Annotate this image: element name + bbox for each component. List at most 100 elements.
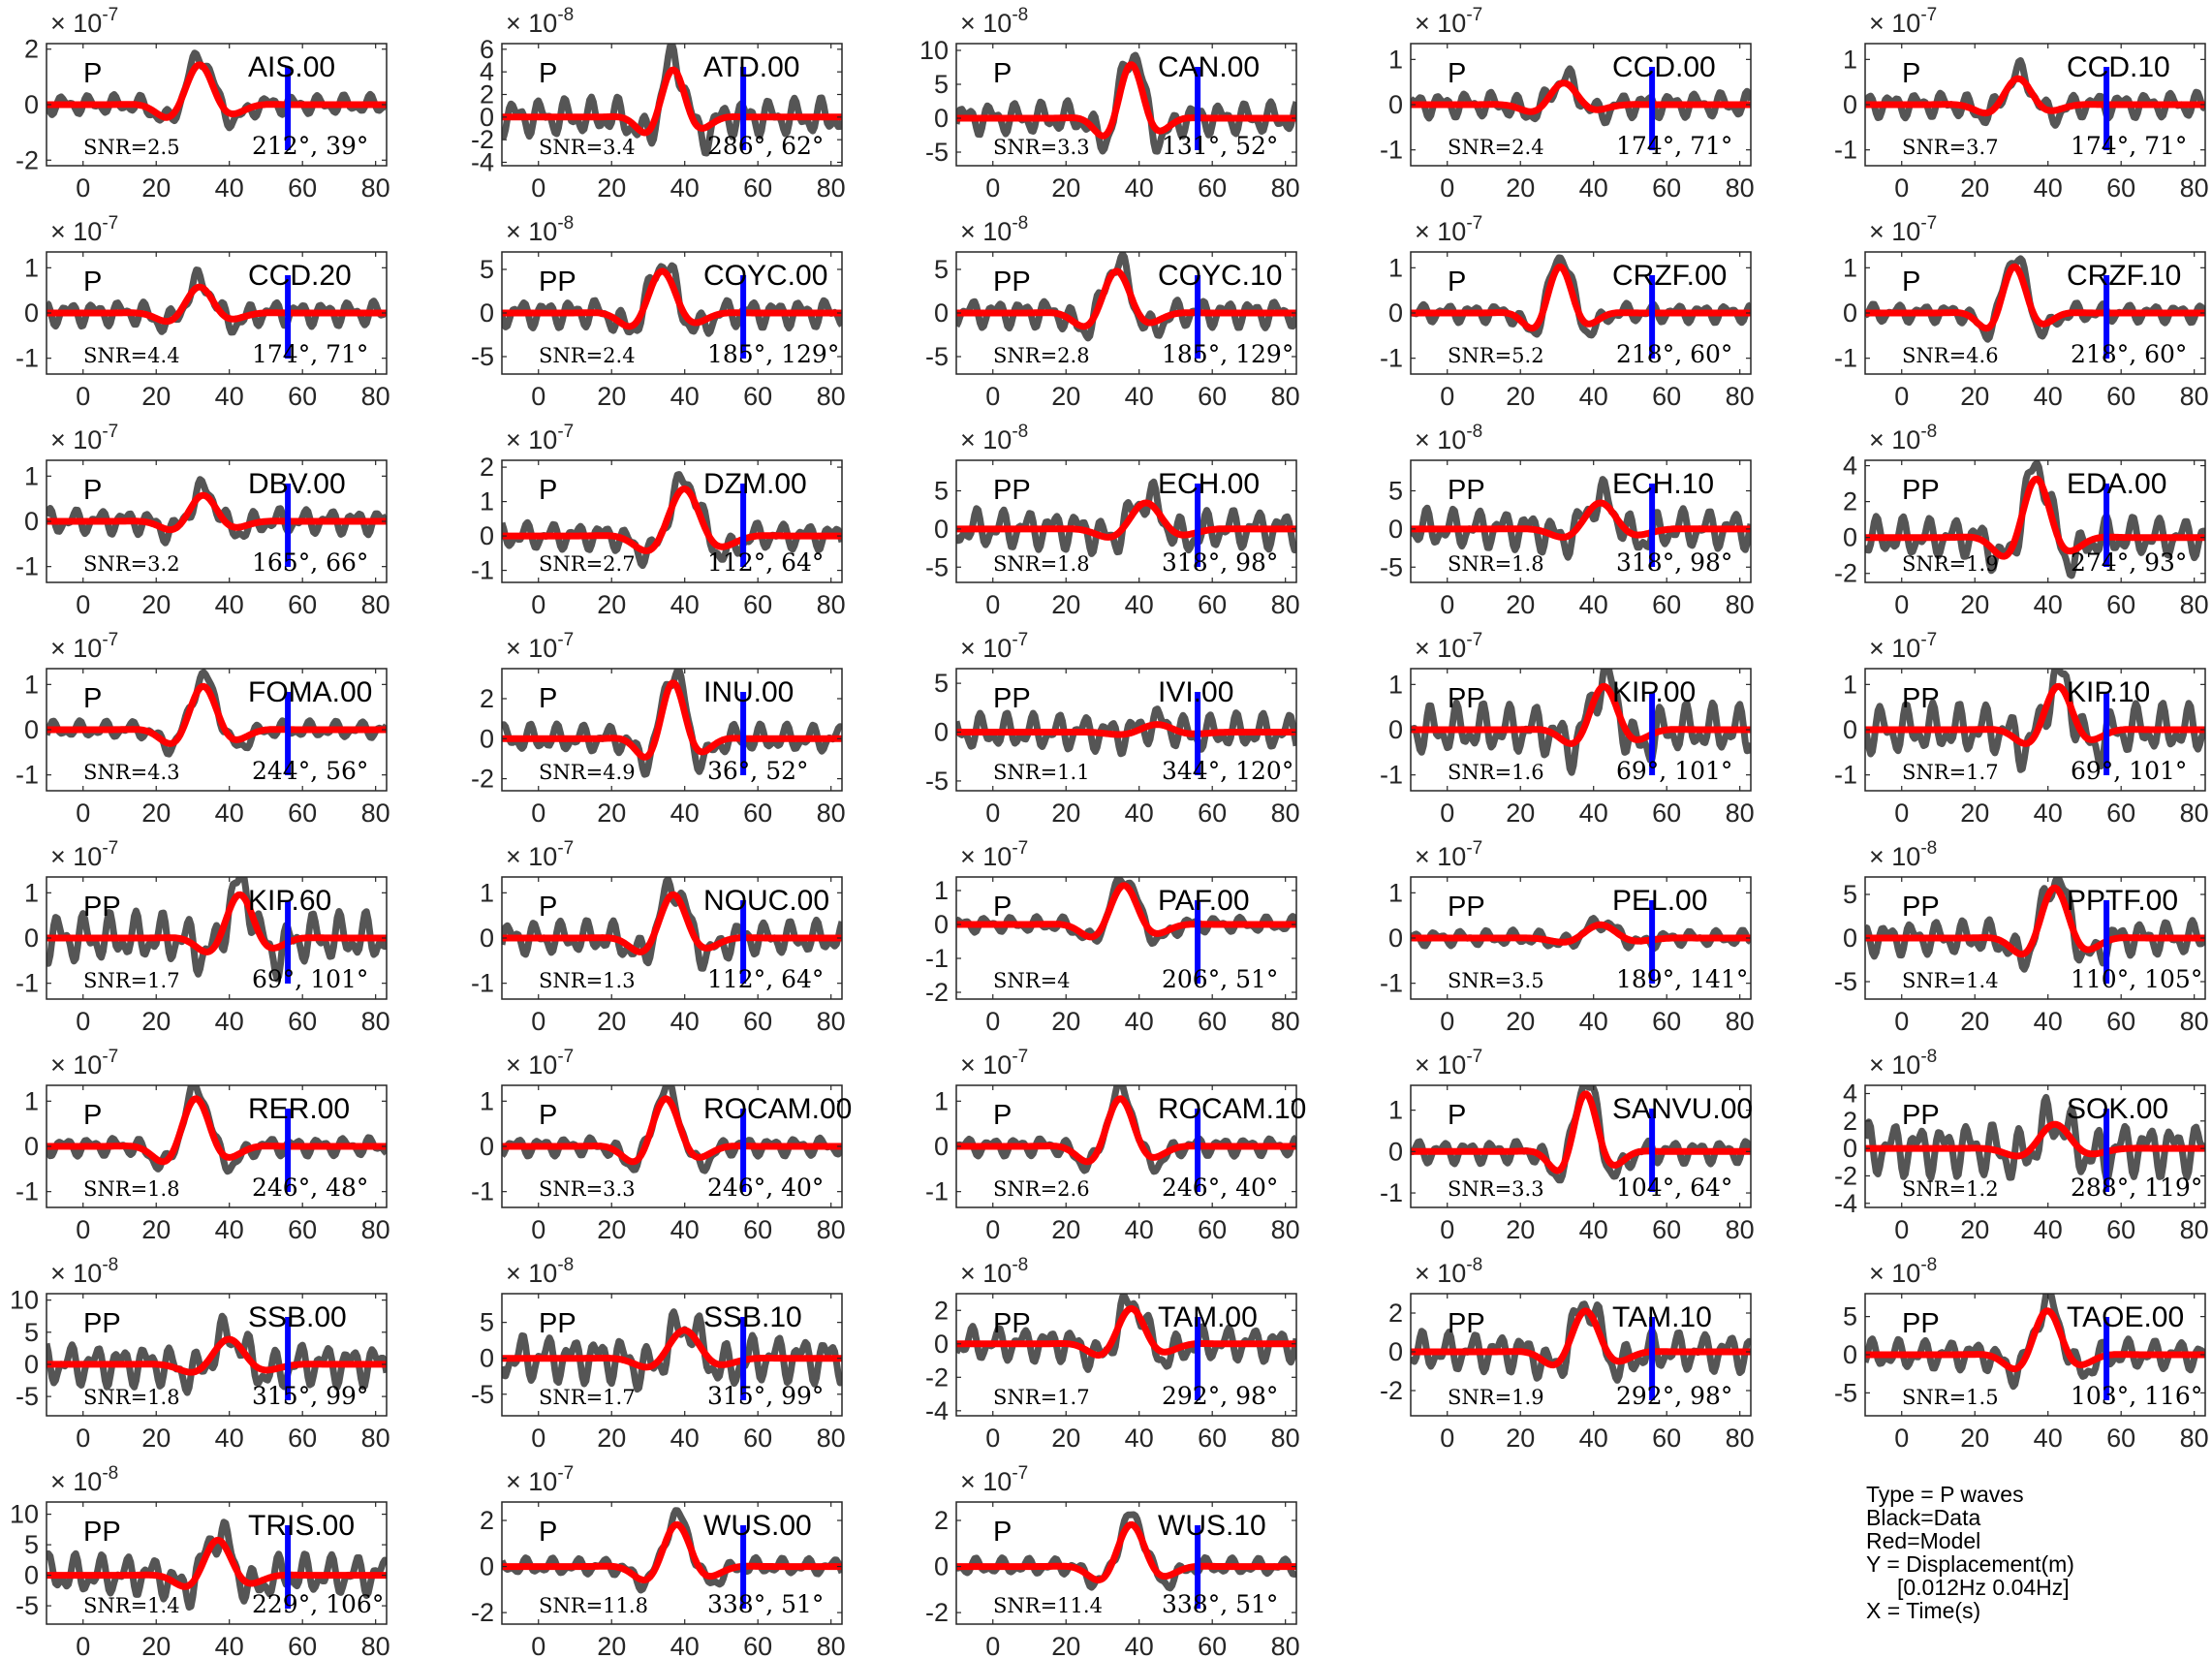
- x-tick-label: 20: [1506, 1007, 1535, 1036]
- axis-exponent: × 10-7: [1415, 838, 1482, 871]
- data-trace: [502, 44, 842, 157]
- model-trace: [1411, 263, 1751, 332]
- y-tick-label: -2: [471, 1598, 494, 1627]
- x-tick-label: 40: [1125, 173, 1154, 203]
- model-trace: [1411, 79, 1751, 115]
- y-tick-label: 4: [1843, 452, 1857, 481]
- x-tick-label: 20: [597, 798, 626, 828]
- snr-label: SNR=1.4: [1902, 969, 1999, 992]
- axis-exponent: × 10-7: [1415, 1047, 1482, 1080]
- azimuth-label: 131°, 52°: [1162, 132, 1278, 160]
- y-tick-label: 0: [934, 718, 949, 747]
- x-tick-label: 60: [288, 590, 317, 619]
- y-tick-label: 1: [1843, 45, 1857, 74]
- axes-box: [1864, 459, 2206, 583]
- x-tick-label: 0: [985, 1007, 1000, 1036]
- x-tick-label: 80: [1271, 1007, 1300, 1036]
- y-tick-label: 0: [1843, 90, 1857, 119]
- phase-label: PP: [993, 266, 1031, 297]
- panel-wus-10: 0 20 40 60 80 -2 0 2 × 10-7 WUS.10 P SNR=11.4 338°, …: [925, 1463, 1300, 1659]
- y-tick-label: 2: [480, 684, 494, 713]
- azimuth-label: 338°, 51°: [707, 1590, 824, 1618]
- station-label: DZM.00: [703, 468, 807, 500]
- axis-exponent: × 10-7: [960, 1463, 1028, 1496]
- model-trace: [47, 1095, 387, 1166]
- x-tick-label: 20: [1051, 590, 1080, 619]
- x-tick-label: 40: [1125, 1215, 1154, 1244]
- phase-label: P: [1902, 266, 1920, 297]
- azimuth-label: 315°, 99°: [252, 1382, 368, 1410]
- model-trace: [502, 1327, 842, 1371]
- y-tick-label: 2: [934, 1296, 949, 1325]
- phase-label: PP: [1448, 1308, 1485, 1339]
- x-tick-label: 80: [2180, 1007, 2209, 1036]
- x-tick-label: 60: [1198, 1007, 1227, 1036]
- x-tick-label: 60: [2106, 798, 2135, 828]
- phase-label: P: [539, 683, 557, 714]
- data-trace: [47, 1518, 387, 1612]
- panel-rer-00: 0 20 40 60 80 -1 0 1 × 10-7 RER.00 P SNR=1.8 246°, 4…: [16, 1047, 390, 1244]
- y-tick-label: -2: [471, 125, 494, 154]
- axes-box: [955, 668, 1297, 792]
- axis-exponent: × 10-8: [960, 5, 1028, 38]
- panel-kip-00: 0 20 40 60 80 -1 0 1 × 10-7 KIP.00 PP SNR=1.6 69°, 1…: [1380, 630, 1755, 828]
- legend-line-x: X = Time(s): [1866, 1598, 1981, 1623]
- x-tick-label: 40: [670, 590, 700, 619]
- y-tick-label: -1: [925, 944, 949, 973]
- x-tick-label: 20: [1960, 173, 1989, 203]
- x-tick-label: 20: [141, 590, 171, 619]
- x-tick-label: 20: [1960, 1424, 1989, 1453]
- model-trace: [47, 1536, 387, 1590]
- phase-label: PP: [1902, 1308, 1940, 1339]
- y-tick-label: -5: [1834, 1378, 1857, 1407]
- axis-exponent: × 10-7: [1869, 213, 1937, 246]
- azimuth-label: 218°, 60°: [2071, 340, 2187, 368]
- y-tick-label: 1: [24, 253, 39, 282]
- x-tick-label: 80: [1271, 798, 1300, 828]
- y-tick-label: 0: [24, 507, 39, 536]
- y-tick-label: 0: [24, 715, 39, 744]
- azimuth-label: 110°, 105°: [2071, 965, 2202, 993]
- y-tick-label: -5: [1380, 552, 1403, 581]
- axes-box: [955, 459, 1297, 583]
- azimuth-label: 165°, 66°: [252, 548, 368, 577]
- station-label: SSB.10: [703, 1301, 802, 1333]
- axis-exponent: × 10-8: [1415, 422, 1482, 454]
- x-tick-label: 0: [1440, 590, 1454, 619]
- station-label: CCD.10: [2067, 51, 2170, 83]
- x-tick-label: 80: [817, 1007, 846, 1036]
- x-tick-label: 20: [1960, 590, 1989, 619]
- y-tick-label: 0: [1843, 298, 1857, 328]
- x-tick-label: 20: [1506, 1215, 1535, 1244]
- y-tick-label: 0: [1388, 1337, 1403, 1366]
- data-trace: [1865, 669, 2205, 773]
- x-tick-label: 0: [1894, 798, 1909, 828]
- axes-box: [501, 43, 843, 167]
- phase-label: PP: [1902, 892, 1940, 923]
- model-trace: [1865, 75, 2205, 117]
- x-tick-label: 40: [2034, 1007, 2063, 1036]
- y-tick-label: -2: [1380, 1376, 1403, 1405]
- phase-label: P: [83, 683, 102, 714]
- model-trace: [1411, 682, 1751, 747]
- x-tick-label: 80: [817, 1424, 846, 1453]
- axis-exponent: × 10-8: [506, 5, 574, 38]
- phase-label: P: [539, 892, 557, 923]
- x-tick-label: 20: [1960, 1007, 1989, 1036]
- y-tick-label: 2: [480, 80, 494, 110]
- panel-dbv-00: 0 20 40 60 80 -1 0 1 × 10-7 DBV.00 P SNR=3.2 165°, 6…: [16, 422, 390, 619]
- y-tick-label: 0: [934, 104, 949, 133]
- x-tick-label: 20: [1506, 382, 1535, 411]
- data-trace: [502, 1507, 842, 1594]
- phase-label: PP: [1902, 1100, 1940, 1131]
- x-tick-label: 40: [2034, 1424, 2063, 1453]
- x-tick-label: 40: [1125, 590, 1154, 619]
- y-tick-label: 5: [934, 70, 949, 99]
- x-tick-label: 40: [1125, 798, 1154, 828]
- axis-exponent: × 10-8: [960, 213, 1028, 246]
- azimuth-label: 244°, 56°: [252, 757, 368, 785]
- axis-exponent: × 10-7: [1869, 5, 1937, 38]
- x-tick-label: 60: [288, 382, 317, 411]
- y-tick-label: 0: [934, 910, 949, 939]
